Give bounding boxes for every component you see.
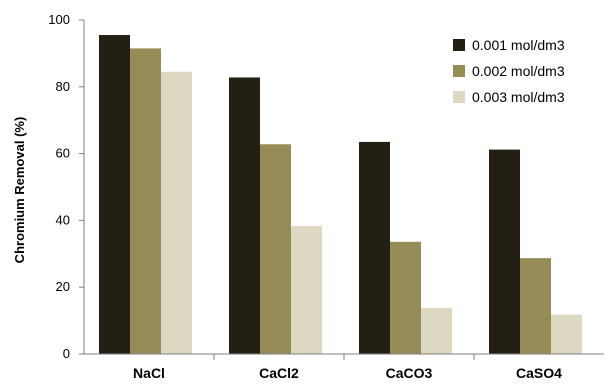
bar-cacl2-series-1 [229, 77, 260, 354]
legend-label: 0.003 mol/dm3 [472, 89, 565, 105]
bar-caco3-series-3 [421, 307, 452, 354]
x-category-label: CaSO4 [516, 365, 562, 381]
y-axis-ticks: 0 20 40 60 80 100 [48, 12, 84, 361]
y-tick-label: 100 [48, 12, 70, 27]
bar-caco3-series-2 [390, 241, 421, 354]
x-axis-categories: NaCl CaCl2 CaCO3 CaSO4 [133, 354, 562, 381]
bar-caso4-series-2 [520, 258, 551, 354]
bar-caco3-series-1 [359, 141, 390, 354]
y-tick-label: 20 [56, 279, 70, 294]
x-category-label: CaCl2 [259, 365, 299, 381]
bar-caso4-series-1 [489, 149, 520, 354]
legend-label: 0.002 mol/dm3 [472, 63, 565, 79]
legend-swatch [453, 91, 465, 103]
bars [99, 35, 582, 355]
bar-nacl-series-3 [161, 71, 192, 355]
legend: 0.001 mol/dm3 0.002 mol/dm3 0.003 mol/dm3 [453, 37, 565, 105]
legend-swatch [453, 65, 465, 77]
y-tick-label: 0 [63, 346, 70, 361]
x-category-label: NaCl [133, 365, 165, 381]
legend-label: 0.001 mol/dm3 [472, 37, 565, 53]
bar-nacl-series-2 [130, 48, 161, 354]
legend-swatch [453, 39, 465, 51]
bar-nacl-series-1 [99, 35, 130, 354]
bar-caso4-series-3 [551, 314, 582, 354]
bar-cacl2-series-3 [291, 226, 322, 354]
y-tick-label: 80 [56, 79, 70, 94]
x-category-label: CaCO3 [386, 365, 433, 381]
bar-cacl2-series-2 [260, 144, 291, 354]
y-tick-label: 40 [56, 212, 70, 227]
y-axis-title: Chromium Removal (%) [12, 117, 27, 264]
y-tick-label: 60 [56, 146, 70, 161]
